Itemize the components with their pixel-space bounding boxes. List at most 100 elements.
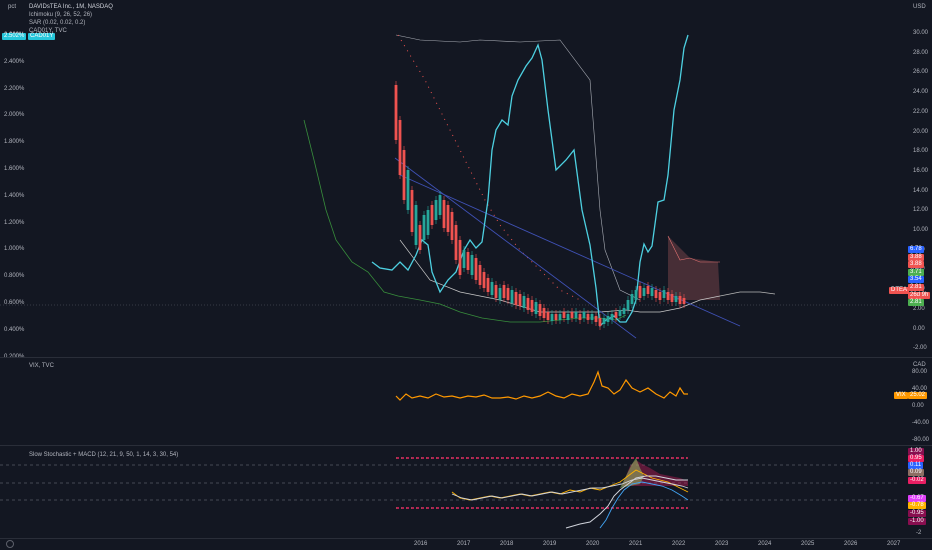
candle-body (426, 210, 430, 235)
right-axis-tick: 18.00 (913, 148, 929, 155)
main-price-pane[interactable]: pct USD DAVIDsTEA Inc., 1M, NASDAQ Ichim… (0, 0, 932, 357)
time-axis-label: 2018 (500, 541, 514, 547)
stoch-tag: -0.78 (908, 502, 926, 509)
candle-body (594, 316, 598, 322)
candle-body (450, 212, 454, 240)
candle-body (526, 298, 530, 310)
time-axis-label: 2016 (414, 541, 428, 547)
vix-axis-tick: -40.00 (912, 420, 930, 426)
pct-axis-title: pct (8, 4, 17, 10)
candle-body (538, 304, 542, 316)
candle-body (566, 314, 570, 320)
left-axis-tick: 1.400% (4, 192, 25, 199)
upper-red-line (667, 235, 720, 263)
stoch-legend[interactable]: Slow Stochastic + MACD (12, 21, 9, 50, 1… (29, 452, 179, 458)
ichimoku-lagging-span (303, 119, 627, 323)
candle-body (634, 290, 638, 300)
candle-body (438, 195, 442, 215)
time-axis-label: 2019 (543, 541, 557, 547)
right-axis-tick: 16.00 (913, 167, 929, 174)
left-axis-tick: 0.600% (4, 300, 25, 306)
right-axis-tick: -2.00 (913, 345, 927, 352)
candle-body (542, 308, 546, 318)
main-price-plot[interactable] (0, 0, 900, 357)
time-axis-label: 2017 (457, 541, 471, 547)
time-axis-label: 2025 (801, 541, 815, 547)
left-axis-tick: 2.400% (4, 58, 25, 65)
candle-body (546, 312, 550, 320)
candle-body (398, 120, 402, 175)
candle-body (610, 314, 614, 320)
time-axis-label: 2022 (672, 541, 686, 547)
candle-body (630, 294, 634, 304)
legend-cad01y[interactable]: CAD01Y, TVC (29, 28, 67, 34)
settings-icon[interactable] (6, 540, 14, 548)
left-value-tag: 2.502% (2, 33, 27, 40)
price-tag: 2.81 (908, 284, 924, 291)
candle-body (418, 225, 422, 250)
left-axis-tick: 1.600% (4, 166, 25, 172)
vix-symbol-tag: VIX (894, 392, 908, 399)
candle-body (422, 215, 426, 240)
price-candles (394, 81, 686, 330)
legend-ichimoku[interactable]: Ichimoku (9, 26, 52, 26) (29, 12, 93, 18)
ichimoku-future-line (719, 291, 776, 297)
candle-body (514, 292, 518, 305)
cad01y-line (371, 34, 689, 328)
legend-sar[interactable]: SAR (0.02, 0.02, 0.2) (29, 20, 86, 26)
candle-body (602, 318, 606, 324)
stoch-macd-pane[interactable]: Slow Stochastic + MACD (12, 21, 9, 50, 1… (0, 446, 932, 538)
ichimoku-conversion-line (395, 34, 641, 301)
candle-body (614, 312, 618, 318)
time-axis-label: 2021 (629, 541, 643, 547)
price-tag: 6.78 (908, 246, 924, 253)
trendline-upper (394, 157, 637, 339)
candle-body (638, 286, 642, 298)
vix-axis-tick: -80.00 (912, 437, 930, 443)
dtea-symbol-tag: DTEA (889, 287, 910, 294)
candle-body (454, 225, 458, 260)
candle-body (470, 255, 474, 275)
candle-body (658, 292, 662, 300)
candle-body (606, 316, 610, 322)
stoch-tag: -0.67 (908, 495, 926, 502)
candle-body (562, 312, 566, 318)
right-axis-tick: 30.00 (913, 30, 929, 36)
pane-separator-1[interactable] (0, 357, 932, 358)
stoch-tag: 0.95 (908, 455, 924, 462)
candle-body (442, 200, 446, 228)
left-axis-tick: 2.200% (4, 85, 25, 92)
candle-body (666, 292, 670, 300)
right-axis-tick: 20.00 (913, 128, 929, 135)
candle-body (534, 302, 538, 314)
candle-body (458, 240, 462, 275)
price-tag: 26d 9h (908, 291, 931, 299)
candle-body (662, 290, 666, 298)
vix-value-tag: 25.02 (908, 392, 928, 399)
legend-symbol-title[interactable]: DAVIDsTEA Inc., 1M, NASDAQ (29, 4, 113, 10)
candle-body (642, 288, 646, 296)
candle-body (550, 314, 554, 321)
candle-body (430, 205, 434, 225)
right-axis-tick: 2.00 (913, 305, 925, 312)
vix-plot (395, 370, 688, 401)
right-axis-tick: 12.00 (913, 207, 929, 214)
time-axis[interactable]: 2016 2017 2018 2019 2020 2021 2022 2023 2024 2025… (0, 539, 900, 550)
candle-body (506, 288, 510, 300)
vix-axis-tick: 0.00 (912, 403, 924, 409)
right-axis-tick: 10.00 (913, 227, 929, 233)
candle-body (570, 312, 574, 318)
candle-body (522, 296, 526, 308)
vix-legend[interactable]: VIX, TVC (29, 363, 54, 369)
pane-separator-2[interactable] (0, 445, 932, 446)
trendline-lower (399, 174, 741, 327)
stoch-tag: -0.95 (908, 510, 926, 517)
candle-body (410, 190, 414, 232)
vix-pane[interactable]: VIX, TVC CAD 80.00 40.00 0.00 -40.00 -80.00 … (0, 358, 932, 445)
left-axis-tick: 1.200% (4, 219, 25, 226)
time-axis-separator (0, 538, 932, 539)
candle-body (446, 205, 450, 232)
stoch-tag: 1.00 (908, 448, 924, 455)
candle-body (518, 294, 522, 306)
candle-body (478, 265, 482, 285)
